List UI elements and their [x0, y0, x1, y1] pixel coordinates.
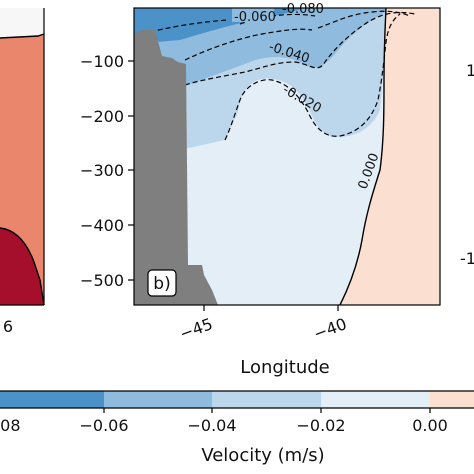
right-edge-tick-fragment: 1	[466, 61, 474, 80]
colorbar-segment	[321, 391, 430, 408]
colorbar-tick-label: −0.04	[187, 416, 236, 435]
field-positive	[340, 8, 440, 305]
colorbar-tick-label: −0.02	[296, 416, 345, 435]
x-axis: −45 −40 Longitude	[177, 305, 349, 378]
colorbar-tick-label: −0.06	[79, 416, 128, 435]
x-tick-label: −40	[311, 314, 349, 343]
panel-b-frame	[133, 7, 441, 306]
contour-line-020	[224, 13, 401, 141]
y-tick-label: −200	[80, 107, 124, 126]
left-panel-fragment: 6	[0, 8, 45, 336]
colorbar-segment	[0, 391, 104, 408]
colorbar-label: Velocity (m/s)	[201, 445, 324, 466]
contour-line-030	[184, 11, 416, 86]
right-edge-tick-fragment: -1	[460, 249, 474, 268]
left-panel-contour-2	[0, 227, 45, 306]
colorbar-tick-label: 0.00	[412, 416, 448, 435]
contour-line-000	[339, 8, 387, 305]
colorbar-segment	[104, 391, 212, 408]
y-tick-label: −400	[80, 216, 124, 235]
colorbar-segment	[430, 391, 474, 408]
contour-line-040-b	[317, 10, 411, 29]
left-panel-contour-1	[0, 33, 45, 39]
x-axis-label: Longitude	[240, 357, 330, 378]
panel-label: b)	[153, 274, 170, 294]
x-tick-label: −45	[177, 314, 215, 343]
y-tick-label: −300	[80, 161, 124, 180]
colorbar: −0.08 −0.06 −0.04 −0.02 0.00 Velocity (m…	[0, 390, 474, 466]
colorbar-tick-label: −0.08	[0, 416, 21, 435]
left-panel-darkred-region	[0, 228, 44, 305]
panel-b: -0.060 -0.080 -0.040 -0.020 0.000 b) −10…	[80, 2, 441, 378]
contour-label-060: -0.060	[234, 10, 276, 25]
panel-label-box	[147, 269, 177, 297]
colorbar-segment	[212, 391, 321, 408]
contour-line-040-a	[184, 28, 313, 61]
topography-mask	[134, 30, 218, 305]
left-panel-x-tick: 6	[3, 317, 13, 336]
y-tick-label: −100	[80, 52, 124, 71]
y-tick-label: −500	[80, 271, 124, 290]
y-axis: −100 −200 −300 −400 −500	[80, 52, 134, 290]
contour-line-080	[239, 13, 316, 25]
contour-label-bg-060	[232, 8, 274, 22]
contour-label-080: -0.080	[282, 2, 324, 17]
